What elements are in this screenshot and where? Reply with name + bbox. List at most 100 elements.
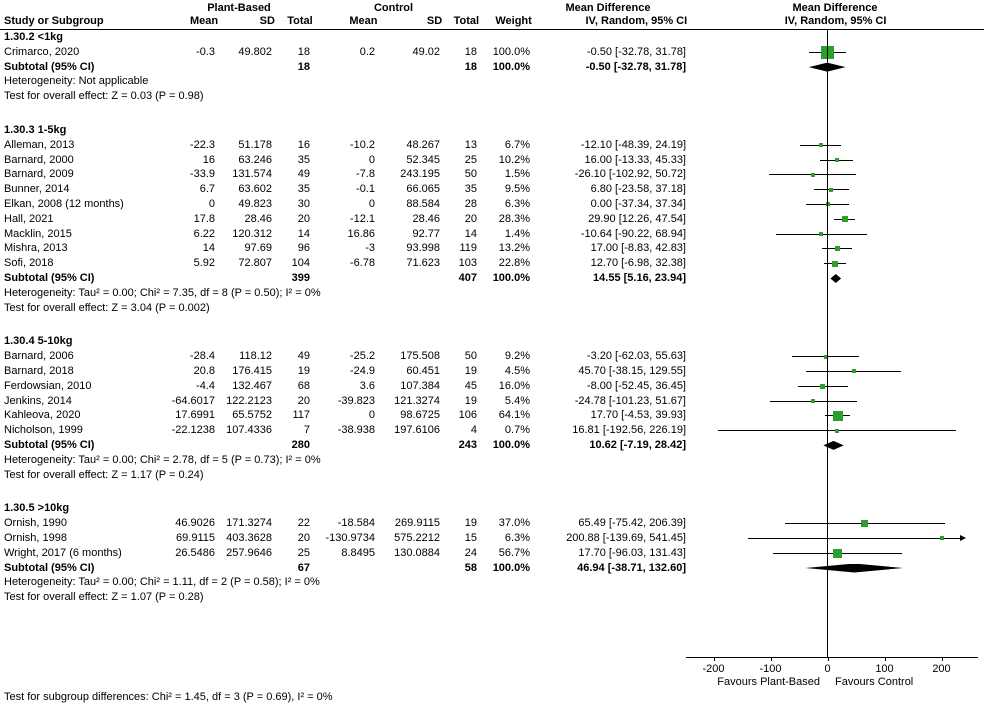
plot-cell xyxy=(686,138,984,153)
weight-value: 100.0% xyxy=(492,45,530,58)
study-name: Wright, 2017 (6 months) xyxy=(4,546,122,559)
ci-text: 200.88 [-139.69, 541.45] xyxy=(566,531,686,544)
control-mean-value: -10.2 xyxy=(349,138,375,151)
empty-cell xyxy=(215,271,272,286)
plot-cell xyxy=(686,379,984,394)
effect-marker xyxy=(829,187,834,192)
effect-marker xyxy=(810,172,815,177)
plant-sd-value: 63.602 xyxy=(238,183,272,196)
plant-total-value: 49 xyxy=(297,350,310,363)
plant-mean-value: -22.1238 xyxy=(171,424,215,437)
plant-mean-value: 26.5486 xyxy=(175,546,215,559)
plot-cell xyxy=(686,45,984,60)
effect-marker xyxy=(818,143,823,148)
plant-total-value: 7 xyxy=(303,424,310,437)
weight-value: 9.2% xyxy=(504,350,530,363)
control-sd-value: 121.3274 xyxy=(394,394,440,407)
ci-text: 6.80 [-23.58, 37.18] xyxy=(590,183,686,196)
subgroup-label: 1.30.3 1-5kg xyxy=(4,123,67,136)
control-total-value: 25 xyxy=(464,153,477,166)
control-sd-value: 88.584 xyxy=(406,197,440,210)
empty-cell xyxy=(375,438,440,453)
weight-value: 6.7% xyxy=(504,138,530,151)
study-name: Kahleova, 2020 xyxy=(4,409,81,422)
control-total-value: 18 xyxy=(464,60,477,73)
group-spacer xyxy=(0,482,984,501)
plant-total-value: 20 xyxy=(297,531,310,544)
plant-sd-value: 257.9646 xyxy=(226,546,272,559)
subgroup-header-row: 1.30.2 <1kg xyxy=(0,30,984,45)
plot-cell xyxy=(686,212,984,227)
effect-marker xyxy=(940,536,944,541)
ci-text: -0.50 [-32.78, 31.78] xyxy=(585,60,686,73)
study-row: Macklin, 2015 6.22 120.312 14 16.86 92.77 14 1.… xyxy=(0,227,984,242)
empty-cell xyxy=(375,561,440,576)
plant-total-value: 68 xyxy=(297,379,310,392)
plot-cell xyxy=(686,153,984,168)
plant-sd-value: 28.46 xyxy=(244,212,272,225)
plant-mean-value: -0.3 xyxy=(196,45,215,58)
subgroup-header-row: 1.30.4 5-10kg xyxy=(0,334,984,349)
plant-mean-value: 20.8 xyxy=(193,364,215,377)
weight-value: 100.0% xyxy=(492,561,530,574)
plant-total-value: 18 xyxy=(297,45,310,58)
weight-value: 56.7% xyxy=(498,546,530,559)
plot-cell xyxy=(686,531,984,546)
plot-cell xyxy=(686,167,984,182)
plant-mean-value: -64.6017 xyxy=(171,394,215,407)
study-name: Barnard, 2006 xyxy=(4,350,74,363)
empty-cell xyxy=(168,271,215,286)
plot-cell xyxy=(686,182,984,197)
subtotal-label: Subtotal (95% CI) xyxy=(4,60,95,73)
plant-mean-value: 5.92 xyxy=(193,257,215,270)
control-total-value: 58 xyxy=(464,561,477,574)
plant-total-value: 20 xyxy=(297,394,310,407)
plant-sd-value: 132.467 xyxy=(232,379,272,392)
plant-sd-value: 72.807 xyxy=(238,257,272,270)
study-name: Crimarco, 2020 xyxy=(4,45,80,58)
ci-text: 16.00 [-13.33, 45.33] xyxy=(584,153,686,166)
effect-marker xyxy=(834,157,839,162)
plant-sd-value: 118.12 xyxy=(239,350,272,363)
subgroup-header-row: 1.30.5 >10kg xyxy=(0,501,984,516)
plant-total-value: 35 xyxy=(297,183,310,196)
plant-sd-value: 131.574 xyxy=(232,168,272,181)
overall-effect-text: Test for overall effect: Z = 3.04 (P = 0… xyxy=(4,301,210,314)
axis-tick xyxy=(884,656,886,661)
study-name: Jenkins, 2014 xyxy=(4,394,72,407)
plant-group-header: Plant-Based xyxy=(207,2,271,14)
plant-total-column-header: Total xyxy=(287,15,313,27)
plant-sd-value: 65.5752 xyxy=(232,409,272,422)
effect-marker xyxy=(831,260,838,267)
plant-total-value: 117 xyxy=(292,409,310,422)
favours-right-label: Favours Control xyxy=(835,675,914,688)
study-row: Kahleova, 2020 17.6991 65.5752 117 0 98.6725 1… xyxy=(0,408,984,423)
plant-total-value: 14 xyxy=(297,227,310,240)
subgroup-difference-test: Test for subgroup differences: Chi² = 1.… xyxy=(4,690,333,703)
control-total-value: 4 xyxy=(470,424,477,437)
group-spacer xyxy=(0,315,984,334)
study-name: Ornish, 1998 xyxy=(4,531,67,544)
study-row: Mishra, 2013 14 97.69 96 -3 93.998 119 13.2% 17.… xyxy=(0,241,984,256)
study-name: Sofi, 2018 xyxy=(4,257,54,270)
study-row: Sofi, 2018 5.92 72.807 104 -6.78 71.623 103 22.… xyxy=(0,256,984,271)
ci-text: 17.70 [-96.03, 131.43] xyxy=(578,546,686,559)
weight-value: 0.7% xyxy=(504,424,530,437)
study-row: Barnard, 2009 -33.9 131.574 49 -7.8 243.195 50… xyxy=(0,167,984,182)
subgroup-label: 1.30.2 <1kg xyxy=(4,31,64,43)
plot-title: Mean Difference xyxy=(792,2,878,14)
control-mean-value: 0 xyxy=(368,197,375,210)
control-mean-value: -25.2 xyxy=(349,350,375,363)
control-sd-value: 98.6725 xyxy=(400,409,440,422)
study-row: Ornish, 1990 46.9026 171.3274 22 -18.584 269.… xyxy=(0,516,984,531)
effect-marker xyxy=(834,246,840,252)
plot-cell xyxy=(686,60,984,75)
ci-text: 0.00 [-37.34, 37.34] xyxy=(590,197,686,210)
plant-sd-value: 49.823 xyxy=(238,197,272,210)
plant-sd-value: 403.3628 xyxy=(226,531,272,544)
ci-text: 10.62 [-7.19, 28.42] xyxy=(589,438,686,451)
ci-text: 46.94 [-38.71, 132.60] xyxy=(577,561,686,574)
study-row: Alleman, 2013 -22.3 51.178 16 -10.2 48.267 13 6… xyxy=(0,138,984,153)
plot-cell xyxy=(686,256,984,271)
study-row: Bunner, 2014 6.7 63.602 35 -0.1 66.065 35 9.5% 6… xyxy=(0,182,984,197)
